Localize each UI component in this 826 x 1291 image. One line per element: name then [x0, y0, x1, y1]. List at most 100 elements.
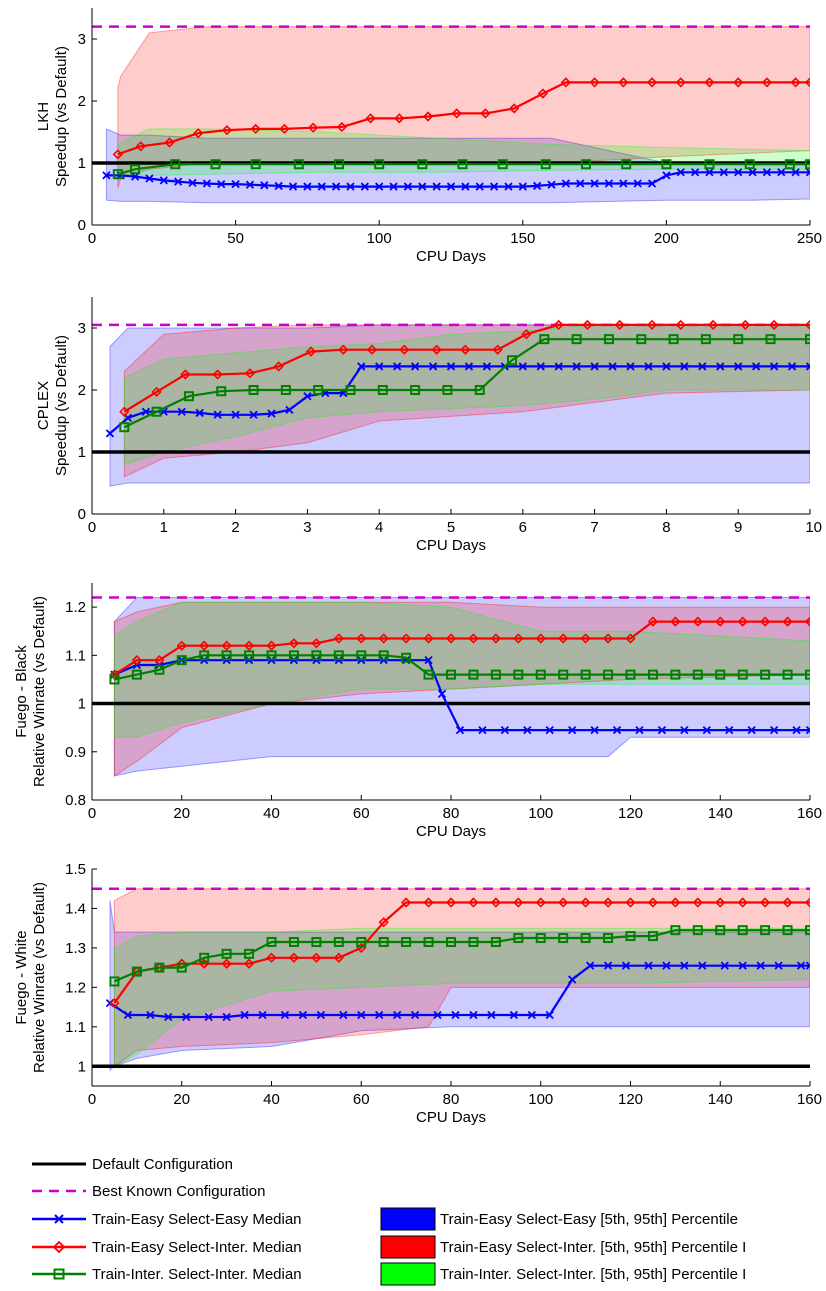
data-point-easy_easy — [787, 362, 797, 371]
data-point-easy_inter — [646, 77, 658, 88]
y-tick-label: 3 — [78, 31, 86, 48]
data-point-easy_easy — [288, 182, 298, 191]
data-point-easy_inter — [399, 344, 410, 355]
data-point-easy_easy — [231, 410, 240, 419]
x-tick-label: 0 — [88, 519, 96, 536]
legend-item-best: Best Known Configuration — [32, 1183, 265, 1200]
data-point-easy_inter — [670, 897, 681, 908]
data-point-inter_inter — [378, 936, 389, 947]
y-tick-label: 1 — [78, 444, 86, 461]
data-point-easy_inter — [715, 616, 726, 627]
chart-panel-2: 0 1 2 3 4 5 6 7 8 9 10 0 1 2 3 CPU Days CPLEX Speedup (vs… — [35, 297, 822, 554]
x-tick-label: 20 — [173, 805, 190, 822]
y-tick-label: 1 — [78, 696, 86, 713]
data-point-easy_easy — [410, 1010, 420, 1020]
data-point-inter_inter — [744, 159, 755, 170]
median-line-easy_easy — [109, 365, 810, 435]
data-point-easy_easy — [240, 1010, 249, 1020]
data-point-inter_inter — [199, 650, 210, 661]
legend-swatch-easy-inter-band — [380, 1235, 436, 1259]
legend-marker-square — [53, 1268, 65, 1280]
data-point-easy_inter — [221, 958, 232, 969]
data-point-easy_easy — [393, 1010, 402, 1020]
data-point-easy_easy — [258, 1010, 267, 1020]
data-point-inter_inter — [457, 159, 468, 170]
data-point-easy_inter — [431, 344, 442, 355]
data-point-inter_inter — [692, 925, 703, 936]
data-point-easy_easy — [303, 182, 312, 191]
data-point-easy_inter — [521, 329, 532, 340]
data-point-inter_inter — [280, 385, 291, 395]
data-point-easy_easy — [204, 1012, 213, 1022]
data-point-inter_inter — [507, 355, 518, 366]
x-tick-label: 5 — [447, 519, 455, 536]
data-point-easy_easy — [469, 1010, 478, 1020]
data-point-inter_inter — [668, 334, 679, 345]
data-point-easy_inter — [288, 638, 300, 649]
data-point-easy_inter — [580, 897, 591, 908]
data-point-easy_easy — [545, 1010, 554, 1020]
data-point-easy_easy — [680, 725, 689, 735]
band-easy_easy — [109, 324, 810, 487]
x-tick-label: 100 — [528, 805, 553, 822]
data-point-easy_inter — [445, 897, 457, 908]
data-point-easy_inter — [647, 897, 659, 908]
data-point-easy_inter — [704, 77, 715, 88]
data-point-inter_inter — [468, 936, 479, 947]
data-point-easy_inter — [589, 77, 600, 88]
data-point-easy_easy — [533, 181, 542, 191]
y-tick-label: 1.4 — [65, 900, 86, 917]
data-point-inter_inter — [410, 385, 421, 395]
data-point-easy_inter — [625, 633, 636, 644]
data-point-inter_inter — [311, 650, 322, 661]
data-point-easy_inter — [707, 319, 719, 331]
data-point-easy_inter — [164, 137, 175, 148]
data-point-inter_inter — [266, 936, 277, 947]
data-point-easy_inter — [602, 897, 614, 908]
legend-label-easy-easy-median: Train-Easy Select-Easy Median — [92, 1211, 302, 1228]
data-point-easy_easy — [478, 725, 487, 735]
data-point-inter_inter — [112, 169, 123, 180]
data-point-easy_inter — [580, 633, 591, 644]
data-point-easy_inter — [675, 77, 686, 88]
data-point-easy_inter — [338, 344, 349, 355]
band-easy_inter — [117, 26, 810, 188]
data-point-inter_inter — [603, 334, 614, 345]
data-point-easy_inter — [151, 386, 162, 397]
x-tick-label: 60 — [353, 1091, 370, 1108]
data-point-easy_easy — [662, 362, 671, 371]
data-point-easy_easy — [805, 961, 810, 970]
data-point-easy_inter — [250, 123, 261, 135]
data-point-easy_inter — [768, 319, 780, 331]
data-point-easy_easy — [375, 182, 384, 191]
data-point-easy_inter — [131, 655, 143, 666]
data-point-easy_inter — [782, 897, 793, 908]
legend-item-easy-easy-band: Train-Easy Select-Easy [5th, 95th] Perce… — [380, 1207, 738, 1231]
data-point-easy_easy — [702, 725, 711, 735]
data-point-easy_easy — [303, 392, 312, 401]
data-point-easy_inter — [715, 897, 726, 908]
data-point-easy_easy — [188, 178, 197, 187]
chart-panel-4: 0 20 40 60 80 100 120 140 160 1 1.1 1.2 1.3 1.4 1.5 CPU… — [13, 861, 822, 1126]
data-point-easy_easy — [403, 182, 413, 191]
data-point-easy_inter — [618, 77, 629, 88]
data-point-easy_inter — [553, 319, 564, 331]
x-tick-label: 250 — [797, 230, 822, 247]
data-point-easy_easy — [464, 362, 474, 371]
legend-label-easy-easy-band: Train-Easy Select-Easy [5th, 95th] Perce… — [440, 1211, 738, 1228]
y-tick-label: 1.1 — [65, 647, 86, 664]
data-point-inter_inter — [558, 933, 569, 944]
data-point-easy_inter — [199, 640, 210, 651]
data-point-easy_inter — [365, 113, 376, 124]
data-point-inter_inter — [490, 936, 501, 947]
data-point-inter_inter — [603, 933, 614, 944]
data-point-inter_inter — [244, 650, 255, 661]
x-tick-label: 160 — [797, 805, 822, 822]
data-point-easy_easy — [690, 168, 700, 177]
data-point-inter_inter — [401, 652, 412, 663]
x-tick-label: 2 — [231, 519, 239, 536]
x-tick-label: 160 — [797, 1091, 822, 1108]
data-point-easy_inter — [537, 88, 549, 99]
data-point-inter_inter — [733, 334, 744, 345]
